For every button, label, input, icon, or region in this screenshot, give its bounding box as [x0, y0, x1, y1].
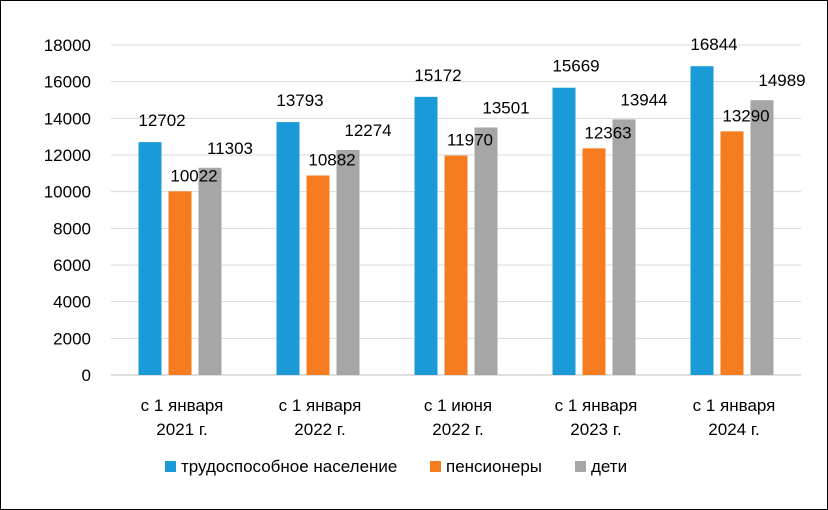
- data-label: 13290: [722, 106, 769, 125]
- data-label: 14989: [758, 71, 805, 90]
- bar: [306, 175, 330, 375]
- legend-swatch: [430, 461, 441, 472]
- y-tick-label: 0: [82, 366, 91, 385]
- bar: [444, 155, 468, 375]
- data-label: 10022: [170, 166, 217, 185]
- data-label: 15172: [414, 66, 461, 85]
- data-label: 13501: [482, 98, 529, 117]
- x-tick-label: 2021 г.: [156, 420, 207, 439]
- data-label: 13944: [620, 90, 667, 109]
- bar: [276, 122, 300, 376]
- x-tick-label: с 1 января: [141, 396, 224, 415]
- y-tick-label: 8000: [53, 219, 91, 238]
- bar: [138, 142, 162, 375]
- x-tick-label: 2023 г.: [570, 420, 621, 439]
- data-label: 12702: [138, 111, 185, 130]
- data-label: 12274: [344, 121, 391, 140]
- x-tick-label: с 1 января: [279, 396, 362, 415]
- y-tick-label: 12000: [44, 146, 91, 165]
- data-label: 16844: [690, 35, 737, 54]
- data-label: 11303: [207, 139, 253, 158]
- y-tick-label: 2000: [53, 329, 91, 348]
- bar: [474, 127, 498, 376]
- bar: [198, 167, 222, 375]
- x-tick-label: с 1 января: [693, 396, 776, 415]
- legend-swatch: [575, 461, 586, 472]
- bar: [690, 66, 714, 376]
- bar: [414, 96, 438, 375]
- bar: [582, 148, 606, 375]
- data-label: 15669: [552, 57, 599, 76]
- x-tick-label: с 1 января: [555, 396, 638, 415]
- bar: [750, 100, 774, 376]
- data-label: 10882: [308, 150, 355, 169]
- y-tick-label: 4000: [53, 293, 91, 312]
- legend-label: дети: [591, 457, 627, 476]
- bar: [552, 87, 576, 376]
- y-tick-label: 6000: [53, 256, 91, 275]
- bar: [612, 119, 636, 375]
- x-tick-label: 2022 г.: [432, 420, 483, 439]
- y-tick-label: 16000: [44, 73, 91, 92]
- legend-label: пенсионеры: [446, 457, 542, 476]
- x-tick-label: с 1 июня: [424, 396, 492, 415]
- y-tick-label: 10000: [44, 183, 91, 202]
- y-tick-label: 18000: [44, 36, 91, 55]
- bar: [720, 131, 744, 375]
- bar: [336, 149, 360, 375]
- y-tick-label: 14000: [44, 109, 91, 128]
- x-tick-label: 2022 г.: [294, 420, 345, 439]
- legend-label: трудоспособное население: [181, 457, 397, 476]
- data-label: 11970: [447, 131, 493, 150]
- legend-swatch: [165, 461, 176, 472]
- data-label: 12363: [584, 123, 631, 142]
- x-tick-label: 2024 г.: [708, 420, 759, 439]
- bar: [168, 191, 192, 375]
- data-label: 13793: [276, 91, 323, 110]
